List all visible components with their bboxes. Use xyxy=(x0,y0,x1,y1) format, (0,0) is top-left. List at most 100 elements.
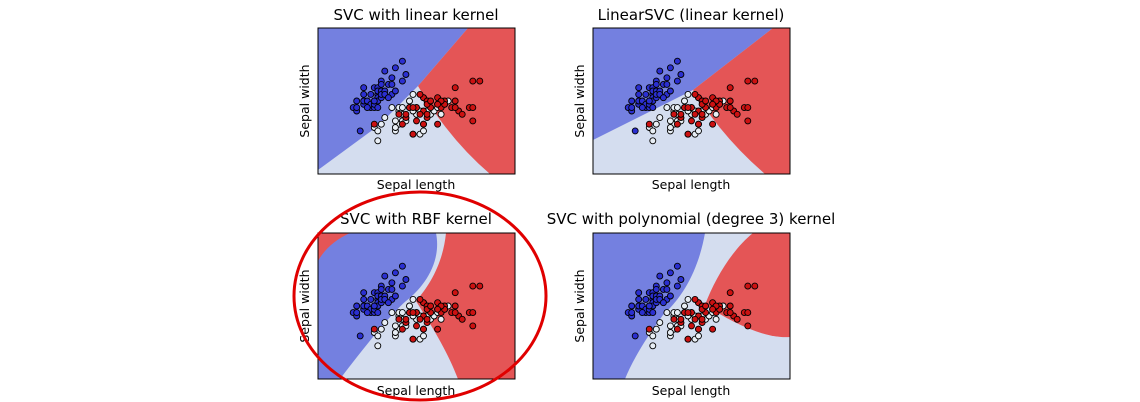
point-virginica xyxy=(409,335,417,343)
point-setosa xyxy=(638,309,646,317)
point-virginica xyxy=(726,84,734,92)
point-setosa xyxy=(663,285,671,293)
point-setosa xyxy=(663,80,671,88)
point-virginica xyxy=(645,120,653,128)
point-virginica xyxy=(416,110,424,118)
point-versicolor xyxy=(409,295,417,303)
scatter-points xyxy=(349,57,484,145)
point-setosa xyxy=(363,309,371,317)
point-virginica xyxy=(726,302,734,310)
point-versicolor xyxy=(695,127,702,135)
point-setosa xyxy=(663,74,671,82)
point-setosa xyxy=(384,94,392,102)
point-setosa xyxy=(666,269,674,277)
point-versicolor xyxy=(374,332,382,340)
point-setosa xyxy=(673,262,681,270)
point-virginica xyxy=(691,110,699,118)
point-virginica xyxy=(744,322,752,330)
point-versicolor xyxy=(666,322,674,330)
point-virginica xyxy=(434,120,442,128)
subplot-title: SVC with RBF kernel xyxy=(340,210,492,228)
point-setosa xyxy=(388,279,396,287)
subplot-linearsvc: LinearSVC (linear kernel) Sepal length S… xyxy=(572,6,791,192)
point-setosa xyxy=(398,282,406,290)
point-virginica xyxy=(416,315,424,323)
point-versicolor xyxy=(673,309,681,317)
x-axis-label: Sepal length xyxy=(377,383,456,398)
point-virginica xyxy=(702,97,710,105)
point-virginica xyxy=(476,77,484,85)
point-setosa xyxy=(645,302,653,310)
point-virginica xyxy=(423,315,431,323)
y-axis-label: Sepal width xyxy=(297,64,312,137)
region-class-2 xyxy=(418,28,515,174)
y-axis-label: Sepal width xyxy=(572,269,587,342)
point-setosa xyxy=(388,80,396,88)
point-virginica xyxy=(670,315,678,323)
point-virginica xyxy=(695,120,702,128)
point-virginica xyxy=(469,309,477,317)
point-setosa xyxy=(402,71,410,78)
point-setosa xyxy=(628,302,636,310)
point-versicolor xyxy=(391,117,399,125)
point-virginica xyxy=(423,110,431,118)
point-virginica xyxy=(673,325,681,333)
point-virginica xyxy=(726,309,734,317)
point-versicolor xyxy=(666,329,674,336)
point-virginica xyxy=(434,100,442,108)
point-setosa xyxy=(391,87,399,95)
point-virginica xyxy=(709,325,717,333)
region-class-0 xyxy=(593,28,773,140)
point-versicolor xyxy=(712,315,720,323)
point-versicolor xyxy=(649,127,657,135)
point-versicolor xyxy=(381,319,389,327)
subplot-title: LinearSVC (linear kernel) xyxy=(598,6,785,24)
subplot-svc-linear: SVC with linear kernel Sepal length Sepa… xyxy=(297,6,516,192)
point-setosa xyxy=(638,104,646,112)
point-setosa xyxy=(645,97,653,105)
point-virginica xyxy=(451,289,459,297)
region-class-2 xyxy=(416,233,515,379)
point-virginica xyxy=(691,315,699,323)
point-versicolor xyxy=(374,342,382,350)
point-virginica xyxy=(695,325,702,333)
point-virginica xyxy=(370,120,378,128)
region-class-2-corner xyxy=(318,233,350,261)
point-virginica xyxy=(688,322,695,330)
point-setosa xyxy=(353,302,361,310)
point-setosa xyxy=(656,272,664,280)
point-setosa xyxy=(677,276,685,283)
point-setosa xyxy=(353,309,361,317)
point-virginica xyxy=(409,104,417,112)
point-setosa xyxy=(353,104,361,112)
point-virginica xyxy=(458,110,466,118)
scatter-points xyxy=(349,262,484,350)
point-virginica xyxy=(744,77,752,85)
point-setosa xyxy=(360,84,368,92)
point-setosa xyxy=(635,90,643,98)
plot-area xyxy=(318,28,515,174)
point-setosa xyxy=(635,84,643,92)
point-virginica xyxy=(469,282,477,290)
point-versicolor xyxy=(695,332,702,340)
y-axis-label: Sepal width xyxy=(572,64,587,137)
point-setosa xyxy=(381,67,389,75)
subplot-title: SVC with linear kernel xyxy=(334,6,499,24)
point-virginica xyxy=(751,282,759,290)
point-virginica xyxy=(709,100,717,108)
point-virginica xyxy=(451,84,459,92)
point-versicolor xyxy=(406,97,413,105)
point-setosa xyxy=(659,299,667,307)
point-virginica xyxy=(698,110,706,118)
point-virginica xyxy=(398,120,406,128)
subplot-svc-poly: SVC with polynomial (degree 3) kernel Se… xyxy=(547,210,836,398)
point-virginica xyxy=(458,315,466,323)
axes-frame xyxy=(592,27,791,175)
point-virginica xyxy=(402,110,410,118)
point-virginica xyxy=(744,282,752,290)
axes-frame xyxy=(317,232,516,380)
point-virginica xyxy=(416,295,424,303)
point-versicolor xyxy=(374,127,382,135)
point-virginica xyxy=(744,117,752,125)
